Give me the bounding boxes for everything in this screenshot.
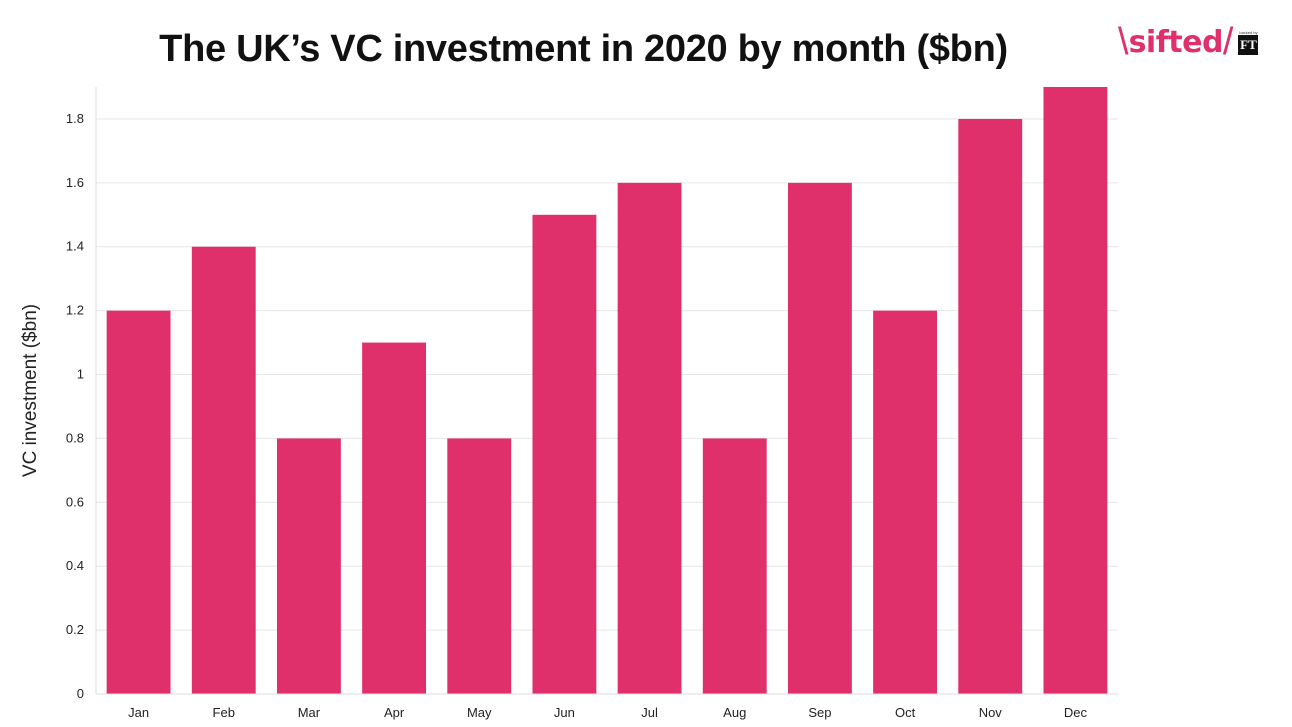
x-tick-label: Mar (298, 705, 321, 720)
y-tick-label: 0.6 (66, 494, 84, 509)
bar (1043, 87, 1108, 694)
bar (106, 310, 171, 694)
y-tick-label: 1.4 (66, 239, 84, 254)
logo-slash-left: \ (1118, 21, 1129, 63)
logo-wordmark: sifted (1128, 24, 1224, 60)
edge-clipped-text (1282, 550, 1292, 727)
y-tick-label: 1.2 (66, 303, 84, 318)
ft-badge: FT (1238, 34, 1259, 55)
x-tick-label: Jan (128, 705, 149, 720)
bar (787, 182, 852, 694)
x-tick-label: Apr (384, 705, 405, 720)
ft-caption: backed by (1239, 29, 1258, 35)
y-tick-label: 0.4 (66, 558, 84, 573)
ft-logo-icon: backed by FT (1237, 24, 1259, 60)
x-tick-label: Aug (723, 705, 746, 720)
bar (873, 310, 938, 694)
x-tick-label: May (467, 705, 492, 720)
bar (447, 438, 512, 694)
chart-title: The UK’s VC investment in 2020 by month … (159, 28, 1008, 70)
bar (532, 214, 597, 694)
x-tick-label: Oct (895, 705, 916, 720)
bar (276, 438, 341, 694)
x-tick-label: Dec (1064, 705, 1088, 720)
x-tick-label: Sep (808, 705, 831, 720)
bar (191, 246, 256, 694)
x-tick-label: Jun (554, 705, 575, 720)
y-tick-label: 1.6 (66, 175, 84, 190)
bar (702, 438, 767, 694)
bar (958, 118, 1023, 694)
logo-slash-right: / (1222, 21, 1234, 63)
x-tick-label: Feb (213, 705, 235, 720)
y-axis-title: VC investment ($bn) (20, 304, 41, 477)
bar (617, 182, 682, 694)
y-tick-label: 1.8 (66, 111, 84, 126)
sifted-logo: \ sifted / backed by FT (1118, 20, 1259, 64)
x-tick-label: Nov (979, 705, 1003, 720)
y-tick-label: 0.2 (66, 622, 84, 637)
x-tick-label: Jul (641, 705, 658, 720)
bar (362, 342, 427, 694)
y-tick-label: 1 (77, 367, 84, 382)
y-tick-label: 0 (77, 686, 84, 701)
y-tick-label: 0.8 (66, 430, 84, 445)
